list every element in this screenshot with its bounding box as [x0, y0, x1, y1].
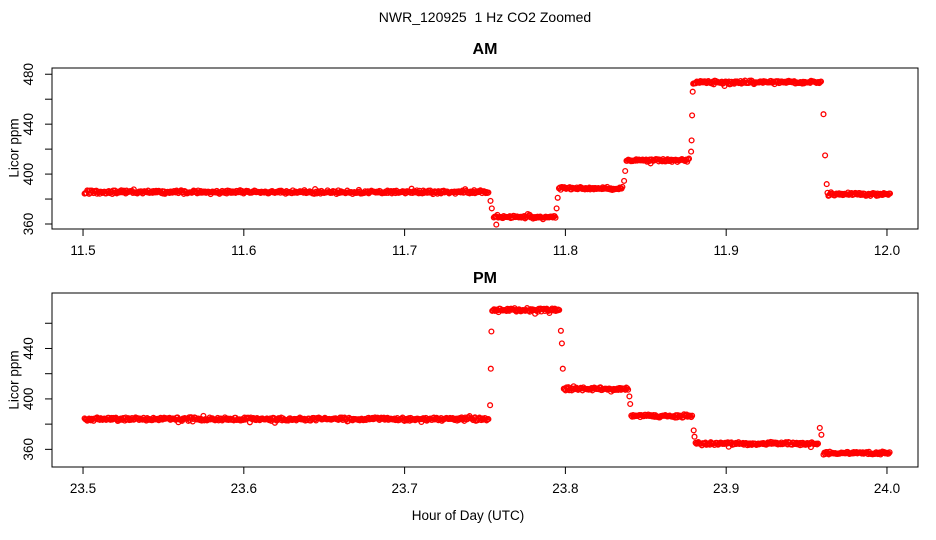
x-tick-label: 11.5 [70, 243, 95, 258]
data-point [814, 440, 822, 447]
transition-point [689, 112, 696, 119]
transition-point [558, 340, 565, 347]
data-point [625, 386, 632, 393]
transition-point [690, 427, 697, 434]
transition-point [488, 328, 495, 335]
y-tick-label: 480 [21, 63, 36, 86]
transition-point [820, 111, 827, 118]
x-tick-label: 23.8 [552, 481, 578, 496]
x-tick-label: 23.6 [231, 481, 257, 496]
transition-point [816, 424, 823, 431]
x-tick-label: 23.7 [391, 481, 417, 496]
transition-point [622, 167, 629, 175]
data-point [685, 156, 692, 163]
transition-point [487, 365, 494, 372]
x-tick-label: 23.9 [713, 481, 739, 496]
plot-box [51, 67, 919, 230]
y-tick-label: 360 [21, 213, 36, 236]
y-axis-label-am: Licor ppm [6, 118, 22, 178]
y-tick-label: 440 [21, 113, 36, 136]
transition-point [626, 393, 633, 400]
data-point [817, 78, 825, 85]
data-point [886, 190, 894, 197]
transition-point [487, 402, 494, 409]
y-axis-label-pm: Licor ppm [6, 350, 22, 410]
transition-point [621, 177, 628, 184]
transition-point [822, 152, 829, 159]
data-point [556, 306, 563, 314]
y-tick-label: 400 [21, 163, 36, 186]
data-point [685, 155, 693, 162]
data-points [81, 77, 894, 228]
transition-point [689, 88, 696, 95]
transition-point [493, 221, 500, 228]
transition-point [688, 148, 695, 155]
panel-pm: 23.5 23.6 23.7 23.8 23.9 24.0 360 400 440 [21, 292, 919, 496]
transition-point [553, 205, 560, 212]
figure-title: NWR_120925 1 Hz CO2 Zoomed [378, 9, 592, 25]
y-tick-label: 440 [21, 337, 36, 360]
panel-title-pm: PM [473, 270, 497, 287]
transition-point [554, 194, 561, 201]
x-tick-label: 12.0 [874, 243, 900, 258]
data-point [485, 416, 492, 423]
transition-point [691, 433, 698, 440]
transition-point [818, 431, 825, 438]
x-tick-label: 11.8 [553, 243, 578, 258]
data-point [552, 214, 559, 221]
transition-point [627, 400, 634, 408]
transition-point [487, 197, 494, 204]
transition-point [823, 181, 830, 188]
data-point [485, 189, 492, 196]
x-axis-label: Hour of Day (UTC) [411, 508, 525, 523]
transition-point [557, 327, 564, 334]
data-point [619, 183, 626, 190]
transition-point [559, 365, 566, 372]
panel-title-am: AM [472, 41, 498, 58]
y-tick-label: 360 [21, 438, 36, 461]
data-point [886, 449, 893, 456]
transition-point [688, 137, 695, 144]
x-tick-label: 11.9 [714, 243, 739, 258]
x-tick-label: 23.5 [70, 481, 96, 496]
x-tick-label: 24.0 [874, 481, 900, 496]
y-tick-label: 400 [21, 388, 36, 411]
x-tick-label: 11.6 [231, 243, 256, 258]
x-tick-label: 11.7 [392, 243, 417, 258]
transition-point [488, 205, 495, 212]
plot-box [51, 292, 919, 468]
panel-am: 11.5 11.6 11.7 11.8 11.9 12.0 360 400 440 480 [21, 63, 919, 258]
data-point [689, 412, 696, 419]
data-points [81, 305, 893, 458]
